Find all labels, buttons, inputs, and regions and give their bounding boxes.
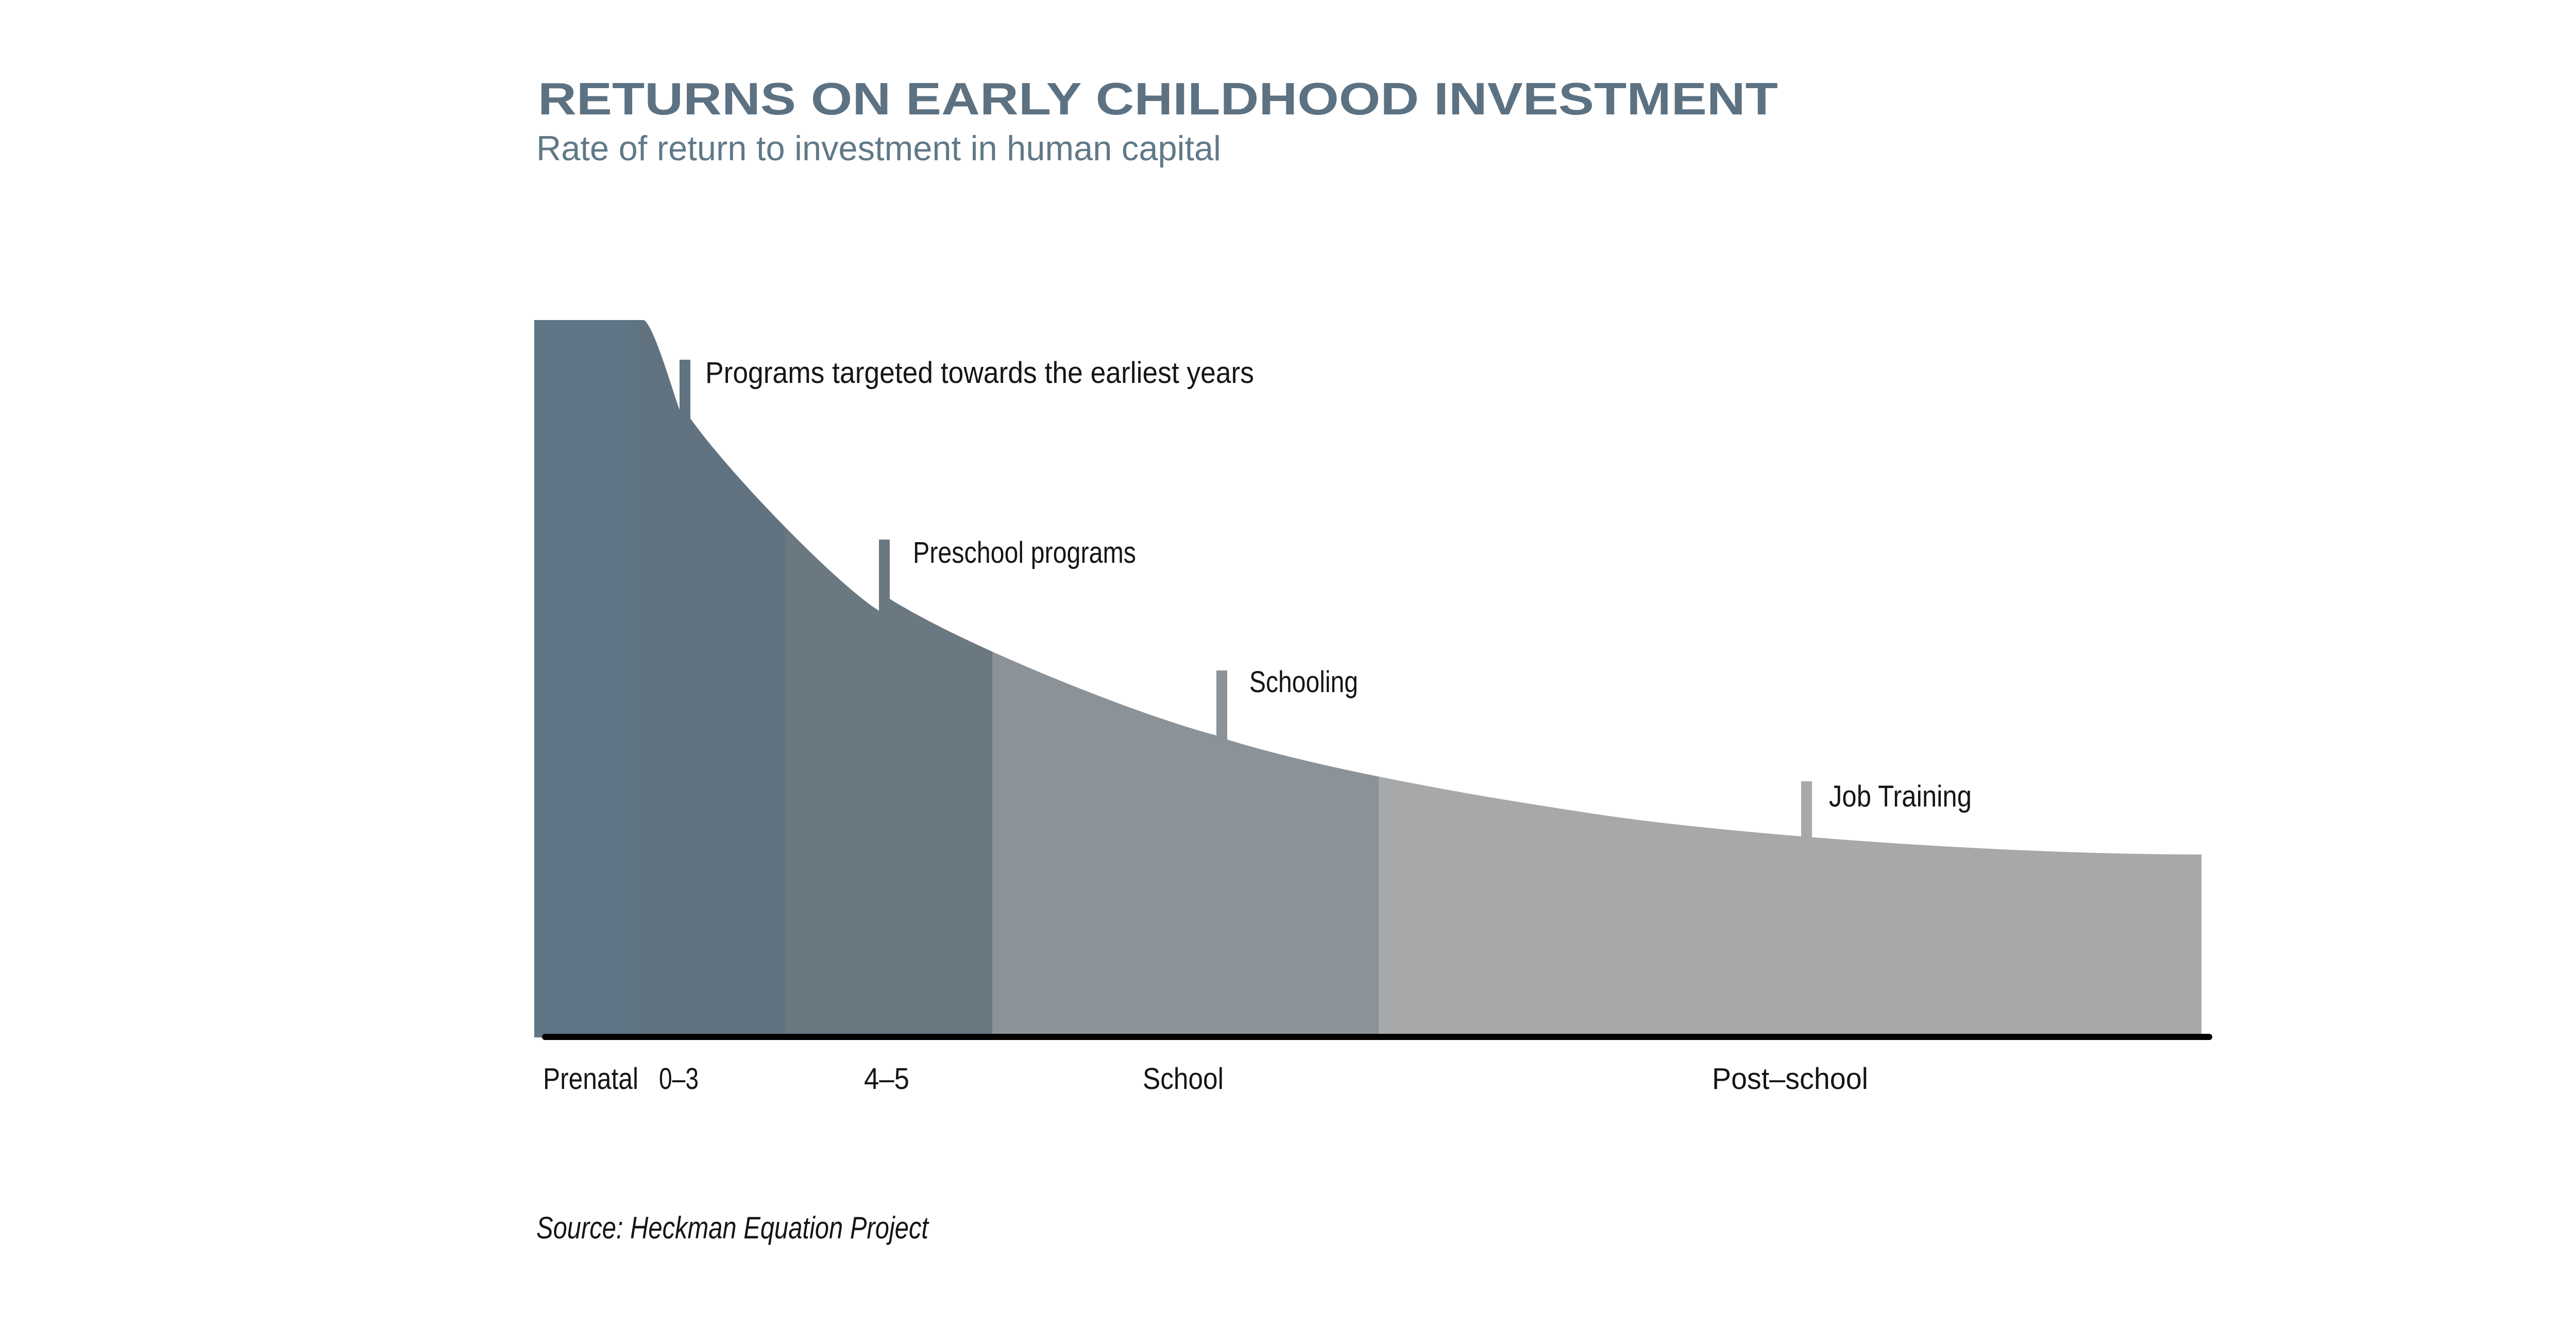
svg-text:Preschool programs: Preschool programs [913, 536, 1136, 569]
svg-text:Rate of return to investment i: Rate of return to investment in human ca… [536, 129, 1221, 168]
svg-text:4–5: 4–5 [864, 1062, 909, 1096]
svg-text:RETURNS ON EARLY CHILDHOOD INV: RETURNS ON EARLY CHILDHOOD INVESTMENT [538, 73, 1778, 124]
svg-text:Programs targeted towards the: Programs targeted towards the earliest y… [705, 356, 1254, 390]
svg-text:School: School [1143, 1062, 1224, 1096]
svg-text:Schooling: Schooling [1249, 665, 1358, 699]
svg-text:Job Training: Job Training [1829, 780, 1972, 813]
svg-text:Post–school: Post–school [1712, 1062, 1868, 1096]
svg-text:Source: Heckman Equation Proje: Source: Heckman Equation Project [536, 1211, 929, 1245]
svg-text:Prenatal: Prenatal [543, 1062, 638, 1096]
svg-text:0–3: 0–3 [659, 1062, 699, 1096]
